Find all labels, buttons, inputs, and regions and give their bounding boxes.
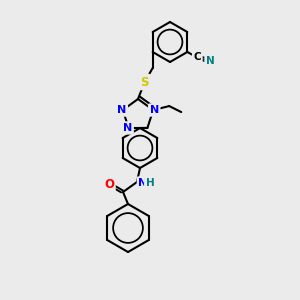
Text: N: N [206,56,215,66]
Text: O: O [104,178,114,190]
Text: N: N [117,105,126,115]
Text: N: N [123,123,132,133]
Text: S: S [140,76,149,88]
Text: N: N [138,178,148,188]
Text: H: H [146,178,154,188]
Text: C: C [194,52,201,62]
Text: N: N [150,105,159,115]
